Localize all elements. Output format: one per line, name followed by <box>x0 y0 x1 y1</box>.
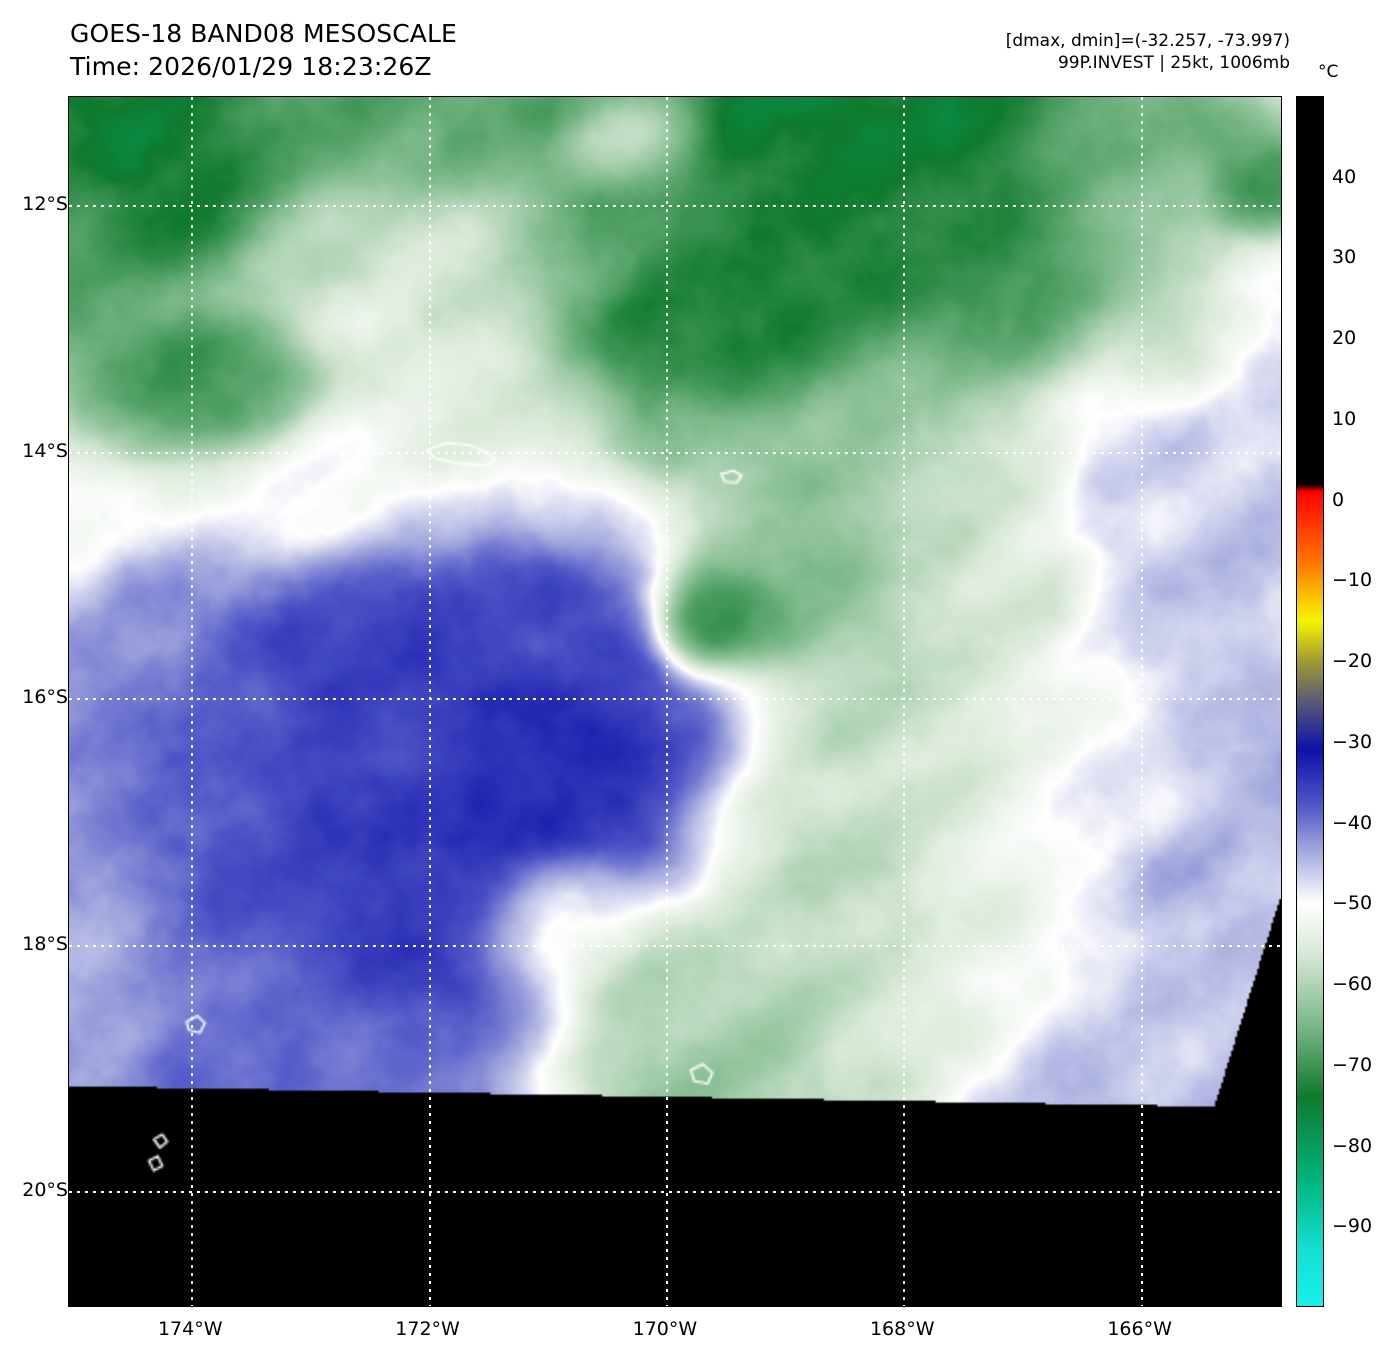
ytick-label-2: 16°S <box>22 686 68 709</box>
colorbar-tick-1: 30 <box>1332 246 1357 269</box>
xtick-label-4: 166°W <box>1107 1318 1172 1340</box>
colorbar-gradient <box>1297 97 1323 1306</box>
colorbar-tick-2: 20 <box>1332 327 1357 350</box>
colorbar-tick-11: −70 <box>1332 1053 1373 1076</box>
colorbar-tick-3: 10 <box>1332 407 1357 430</box>
xtick-label-0: 174°W <box>157 1318 223 1340</box>
ytick-label-3: 18°S <box>22 932 68 955</box>
colorbar-tick-12: −80 <box>1332 1134 1373 1157</box>
colorbar-tick-7: −30 <box>1332 730 1373 753</box>
dminmax-label: [dmax, dmin]=(-32.257, -73.997) <box>1005 31 1290 51</box>
colorbar-tick-6: −20 <box>1332 650 1373 673</box>
colorbar-tick-8: −40 <box>1332 811 1373 834</box>
storm-info-label: 99P.INVEST | 25kt, 1006mb <box>1057 53 1290 74</box>
xtick-label-3: 168°W <box>869 1318 935 1340</box>
satellite-brightness-temperature-raster <box>69 97 1281 1306</box>
colorbar[interactable] <box>1296 96 1324 1307</box>
colorbar-tick-4: 0 <box>1332 488 1345 511</box>
ytick-label-0: 12°S <box>22 193 68 216</box>
ytick-label-4: 20°S <box>22 1178 68 1201</box>
colorbar-tick-9: −50 <box>1332 892 1373 915</box>
ytick-label-1: 14°S <box>22 439 68 462</box>
metadata-block: [dmax, dmin]=(-32.257, -73.997) 99P.INVE… <box>1006 30 1290 75</box>
colorbar-tick-0: 40 <box>1332 165 1357 188</box>
colorbar-tick-10: −60 <box>1332 973 1373 996</box>
title-block: GOES-18 BAND08 MESOSCALE Time: 2026/01/2… <box>70 18 457 83</box>
satellite-image-plot[interactable]: Copyright © 2020-2026 Dapiya <box>68 96 1282 1307</box>
colorbar-tick-5: −10 <box>1332 569 1373 592</box>
timestamp-label: Time: 2026/01/29 18:23:26Z <box>70 51 432 81</box>
page-title: GOES-18 BAND08 MESOSCALE <box>70 19 457 48</box>
xtick-label-1: 172°W <box>395 1318 460 1340</box>
colorbar-unit-label: °C <box>1318 62 1339 82</box>
xtick-label-2: 170°W <box>632 1318 698 1340</box>
colorbar-tick-13: −90 <box>1332 1215 1373 1238</box>
